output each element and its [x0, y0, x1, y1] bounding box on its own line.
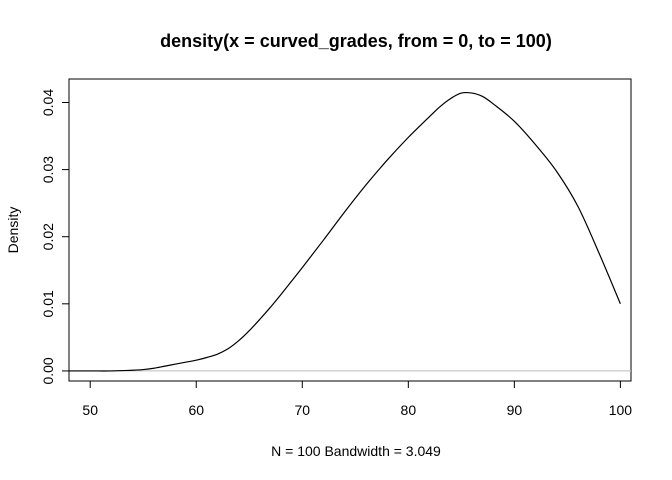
chart-title: density(x = curved_grades, from = 0, to … — [160, 31, 552, 51]
x-tick-label: 70 — [294, 402, 310, 418]
y-tick-label: 0.03 — [40, 156, 56, 183]
x-tick-label: 100 — [609, 402, 633, 418]
y-tick-label: 0.01 — [40, 290, 56, 317]
y-tick-label: 0.04 — [40, 89, 56, 116]
x-tick-label: 80 — [401, 402, 417, 418]
x-axis: 50 60 70 80 90 100 — [82, 380, 633, 418]
y-tick-label: 0.02 — [40, 223, 56, 250]
plot-frame — [68, 78, 632, 382]
density-curve — [68, 91, 621, 372]
x-tick-label: 50 — [82, 402, 98, 418]
x-tick-label: 60 — [188, 402, 204, 418]
x-tick-label: 90 — [507, 402, 523, 418]
y-tick-label: 0.00 — [40, 357, 56, 384]
x-axis-label: N = 100 Bandwidth = 3.049 — [271, 443, 441, 459]
y-axis: 0.00 0.01 0.02 0.03 0.04 — [40, 89, 70, 385]
y-axis-label: Density — [5, 207, 21, 254]
